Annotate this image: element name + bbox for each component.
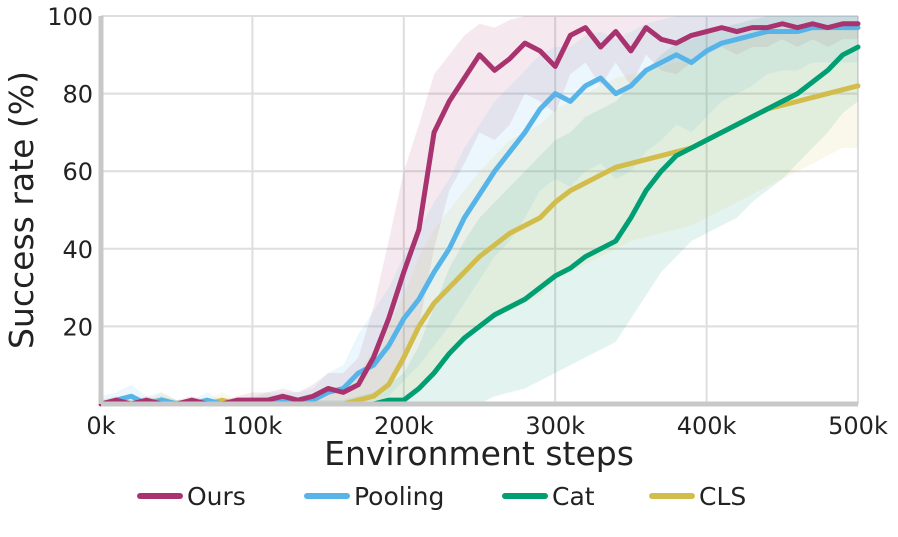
y-tick-label-3: 80: [62, 81, 93, 109]
y-tick-label-1: 40: [62, 236, 93, 264]
y-tick-labels: 20 40 60 80 100: [47, 3, 93, 341]
y-tick-label-0: 20: [62, 313, 93, 341]
legend-item-ours: Ours: [137, 482, 246, 511]
x-tick-label-2: 200k: [374, 412, 434, 440]
x-tick-label-4: 400k: [677, 412, 737, 440]
axes: [98, 16, 858, 407]
y-tick-label-4: 100: [47, 3, 93, 31]
legend-item-pooling: Pooling: [304, 482, 444, 511]
legend-item-cls: CLS: [649, 482, 746, 511]
y-axis-title: Success rate (%): [2, 71, 41, 349]
legend: Ours Pooling Cat CLS: [137, 482, 746, 511]
confidence-bands: [101, 16, 858, 404]
x-tick-label-1: 100k: [223, 412, 283, 440]
legend-item-cat: Cat: [502, 482, 595, 511]
legend-label-cls: CLS: [699, 482, 746, 511]
x-axis-title: Environment steps: [324, 434, 634, 473]
x-tick-label-0: 0k: [86, 412, 115, 440]
legend-label-cat: Cat: [552, 482, 595, 511]
legend-label-pooling: Pooling: [354, 482, 444, 511]
band-pooling: [101, 16, 858, 404]
band-ours: [101, 16, 858, 404]
band-cat: [101, 16, 858, 404]
x-tick-label-3: 300k: [525, 412, 585, 440]
x-tick-label-5: 500k: [828, 412, 888, 440]
legend-label-ours: Ours: [187, 482, 246, 511]
x-tick-labels: 0k 100k 200k 300k 400k 500k: [86, 412, 888, 440]
band-cls: [101, 27, 858, 404]
y-tick-label-2: 60: [62, 158, 93, 186]
